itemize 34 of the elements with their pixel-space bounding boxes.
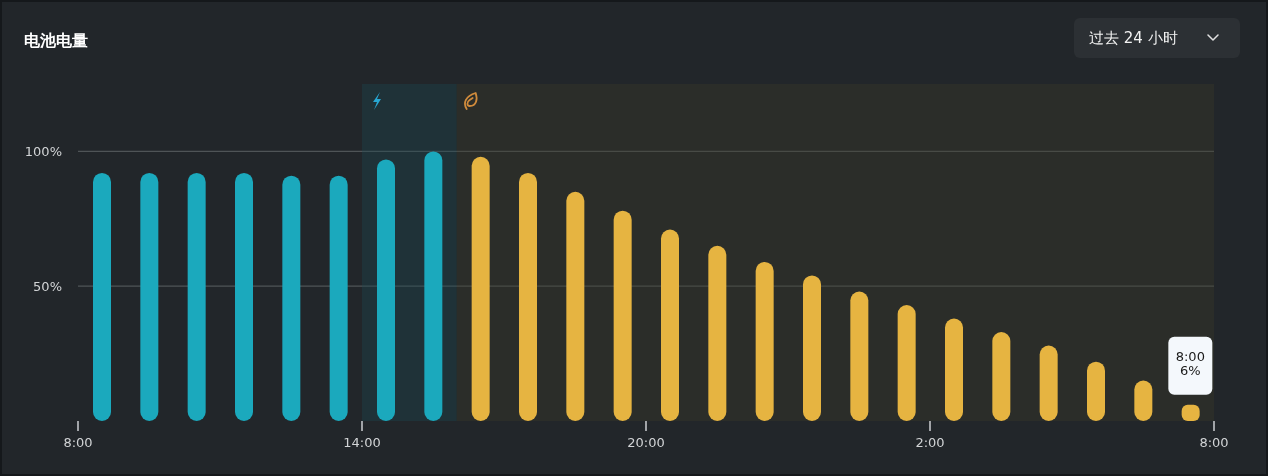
dropdown-button[interactable]: 过去 24 小时 <box>1074 18 1240 58</box>
bar <box>803 275 821 421</box>
y-tick-label: 100% <box>24 143 62 159</box>
bar <box>992 332 1011 421</box>
bar <box>708 245 727 421</box>
bar <box>1087 361 1105 421</box>
tooltip: 8:00 6% <box>1168 336 1213 395</box>
bar <box>566 191 585 421</box>
bar <box>850 291 869 421</box>
bar <box>377 159 395 421</box>
bar <box>93 172 111 421</box>
bar <box>235 172 253 421</box>
bar <box>471 156 490 421</box>
bar <box>519 172 537 421</box>
bar <box>1134 380 1153 421</box>
annotation: 8:00 6% <box>1175 348 1205 378</box>
bar <box>661 229 679 421</box>
x-tick-label: 2:00 <box>915 435 945 450</box>
bar <box>329 175 348 421</box>
x-tick-label: 14:00 <box>343 435 381 450</box>
x-tick-label: 8:00 <box>63 435 93 450</box>
x-tick-label: 8:00 <box>1199 435 1229 450</box>
x-tick-label: 20:00 <box>627 435 665 450</box>
bar <box>187 172 206 421</box>
y-tick-label: 50% <box>33 278 62 294</box>
chart-title: 电池电量 <box>24 31 88 52</box>
bar <box>1039 345 1058 421</box>
bar <box>613 210 632 421</box>
bar <box>945 318 963 421</box>
bar <box>140 172 159 421</box>
bar <box>897 305 916 421</box>
bar <box>424 151 443 421</box>
bar <box>755 261 774 421</box>
bar <box>282 175 301 421</box>
